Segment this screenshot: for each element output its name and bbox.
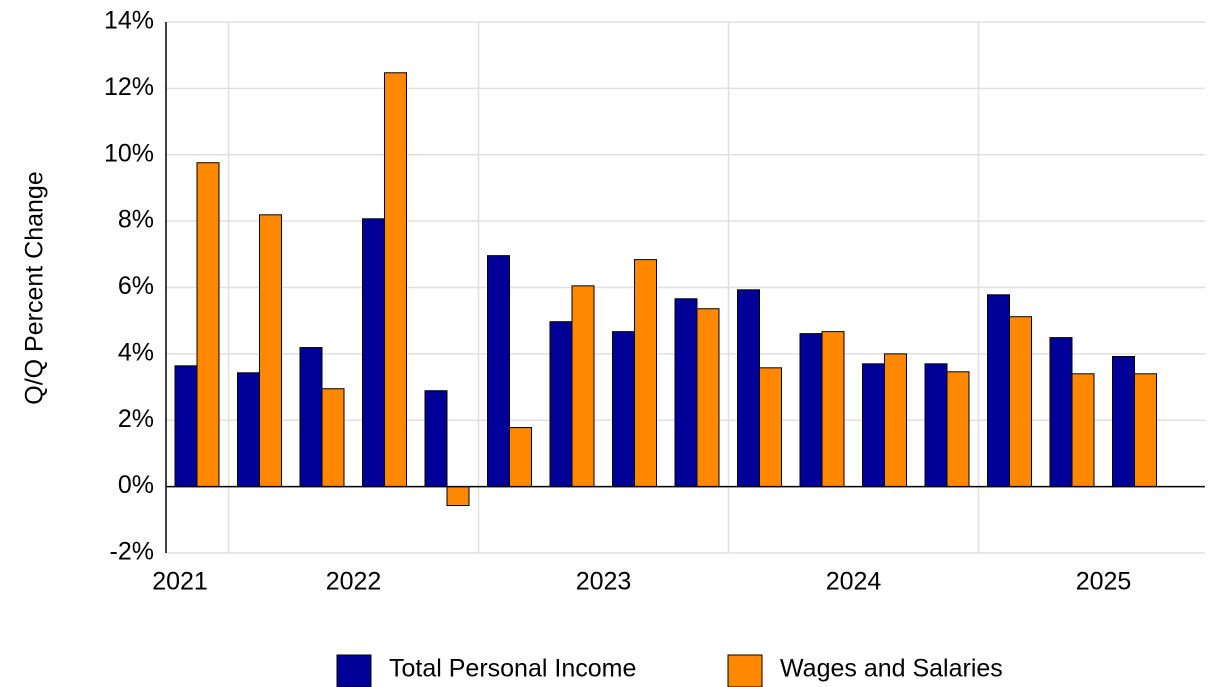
bar (946, 371, 970, 488)
bar (1049, 337, 1073, 488)
y-axis-label: Q/Q Percent Change (21, 171, 49, 404)
bar (424, 390, 448, 488)
y-tick-label: 10% (104, 139, 154, 167)
bar (987, 294, 1010, 488)
bar (612, 331, 635, 488)
y-tick-label: 12% (104, 73, 154, 101)
bar (1071, 373, 1095, 488)
bar (924, 363, 948, 488)
x-tick-label: 2021 (152, 568, 208, 596)
bar (674, 298, 698, 488)
legend-swatch (336, 654, 372, 687)
bar (196, 162, 220, 488)
y-tick-label: 8% (118, 206, 154, 234)
bar (237, 372, 260, 488)
bar (259, 214, 282, 488)
bar (759, 367, 782, 488)
bar (634, 259, 657, 488)
bar (384, 72, 407, 488)
bar (487, 255, 510, 488)
bar (799, 333, 823, 488)
legend-swatch (727, 654, 763, 687)
bar (1134, 373, 1157, 488)
y-tick-label: 4% (118, 338, 154, 366)
y-tick-label: 0% (118, 471, 154, 499)
bar (737, 289, 760, 488)
x-tick-label: 2025 (1076, 568, 1132, 596)
bar (509, 427, 532, 488)
bar (1112, 356, 1135, 488)
x-tick-label: 2023 (576, 568, 632, 596)
y-tick-label: 6% (118, 272, 154, 300)
y-tick-label: 2% (118, 405, 154, 433)
bar (362, 218, 385, 488)
bar (571, 285, 595, 488)
legend-label: Total Personal Income (389, 655, 636, 683)
x-tick-label: 2024 (826, 568, 882, 596)
bar (299, 347, 323, 488)
bar (446, 486, 470, 507)
bar (862, 363, 885, 488)
legend-label: Wages and Salaries (780, 655, 1003, 683)
bar (174, 365, 198, 488)
y-tick-label: 14% (104, 7, 154, 35)
y-tick-label: -2% (110, 538, 154, 566)
x-tick-label: 2022 (326, 568, 382, 596)
bar (884, 353, 907, 488)
bar (821, 331, 845, 488)
bar (1009, 316, 1032, 488)
bar (321, 388, 345, 488)
bar (696, 308, 720, 488)
bar (549, 321, 573, 488)
